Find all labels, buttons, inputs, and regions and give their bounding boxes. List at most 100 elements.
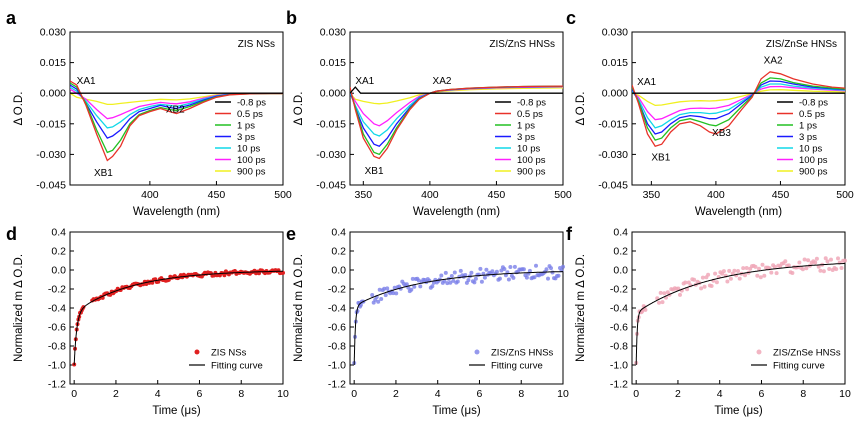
legend-entry: 10 ps	[799, 144, 822, 155]
y-tick-label: 0.4	[331, 227, 346, 239]
data-point	[772, 264, 777, 269]
data-point	[490, 269, 495, 274]
x-tick-label: 0	[633, 388, 639, 400]
y-tick-label: -1.2	[48, 379, 66, 391]
peak-annotation: XA2	[764, 56, 783, 67]
panel-letter: b	[286, 8, 297, 28]
panel-a: a 0.030 0.015 0.000 -0.015 -0.030 -0.045 400 450…	[6, 8, 292, 218]
data-point	[455, 279, 460, 284]
peak-annotation: XA1	[637, 77, 656, 88]
data-point	[383, 293, 388, 298]
panel-d: d 0.4 0.2 0.0 -0.2 -0.4 -0.6 -0.8 -1.0 -1.2 0 2 4 6 8 1…	[6, 224, 289, 417]
data-point	[472, 280, 477, 285]
y-tick-label: 0.2	[613, 246, 628, 258]
data-point	[385, 286, 390, 291]
peak-annotation: XB2	[166, 105, 185, 116]
y-tick-label: 0.015	[40, 57, 66, 69]
data-point	[452, 270, 457, 275]
y-tick-label: 0.0	[51, 265, 66, 277]
legend-entry: Fitting curve	[491, 361, 543, 372]
data-point	[512, 264, 517, 269]
data-point	[451, 278, 456, 283]
data-point	[821, 269, 826, 274]
data-point	[758, 275, 763, 280]
y-tick-label: 0.2	[331, 246, 346, 258]
y-tick-label: 0.000	[40, 88, 66, 100]
data-point	[376, 299, 381, 304]
data-point	[699, 286, 704, 291]
peak-annotation: XA1	[355, 76, 374, 87]
fit-curve	[635, 262, 846, 365]
data-point	[813, 260, 818, 265]
panel-letter: c	[566, 8, 576, 28]
legend-entry: 100 ps	[237, 155, 266, 166]
data-point	[544, 267, 549, 272]
data-point	[377, 287, 382, 292]
data-point	[430, 284, 435, 289]
data-point	[463, 273, 468, 277]
y-tick-label: -0.2	[48, 284, 66, 296]
series-line	[632, 85, 845, 121]
x-tick-label: 2	[675, 388, 681, 400]
data-point	[458, 268, 463, 273]
data-point	[727, 268, 732, 273]
fit-curve	[73, 270, 283, 365]
peak-annotation: XA2	[433, 76, 452, 87]
data-point	[391, 291, 396, 296]
y-tick-label: -0.045	[36, 180, 66, 192]
legend-entry: ZIS NSs	[211, 348, 247, 359]
y-tick-label: -0.4	[48, 303, 66, 315]
y-tick-label: -0.4	[610, 303, 628, 315]
data-point	[802, 257, 807, 262]
y-tick-label: -0.030	[316, 149, 346, 161]
data-point	[737, 276, 742, 281]
data-point	[804, 266, 809, 271]
legend-entry: 900 ps	[799, 167, 828, 178]
x-tick-label: 2	[393, 388, 399, 400]
data-point	[834, 267, 839, 272]
data-point	[484, 267, 489, 272]
data-point	[550, 270, 555, 275]
data-point	[683, 280, 688, 285]
legend-entry: -0.8 ps	[799, 98, 828, 109]
data-point	[728, 276, 733, 281]
data-point	[839, 266, 844, 270]
data-point	[479, 279, 484, 284]
data-point	[394, 291, 399, 296]
data-point	[743, 273, 747, 278]
data-point	[416, 278, 421, 283]
legend-entry: 3 ps	[799, 132, 817, 143]
x-tick-label: 500	[554, 189, 572, 201]
data-point	[499, 268, 504, 273]
data-point	[702, 284, 707, 289]
data-point	[829, 257, 833, 262]
x-tick-label: 10	[277, 388, 289, 400]
y-tick-label: -0.015	[316, 118, 346, 130]
data-point	[769, 270, 774, 275]
y-tick-label: -1.2	[610, 379, 628, 391]
peak-annotation: XB1	[365, 166, 384, 177]
data-point	[449, 274, 454, 278]
data-point	[713, 271, 718, 276]
y-axis-title: Δ O.D.	[575, 92, 587, 126]
x-axis-title: Time (μs)	[432, 405, 481, 417]
data-point	[521, 267, 526, 272]
data-point	[556, 273, 561, 278]
legend-entry: 900 ps	[237, 167, 266, 178]
data-point	[686, 280, 691, 285]
legend-marker	[474, 349, 480, 355]
y-tick-label: -0.4	[328, 303, 346, 315]
y-tick-label: 0.2	[51, 246, 66, 258]
x-tick-label: 0	[351, 388, 357, 400]
data-point	[774, 271, 779, 276]
series-line	[70, 80, 283, 162]
data-point	[786, 263, 791, 268]
y-axis-title: Δ O.D.	[293, 92, 305, 126]
x-tick-label: 400	[141, 189, 159, 201]
y-tick-label: 0.4	[613, 227, 628, 239]
legend-entry: 1 ps	[517, 121, 535, 132]
data-point	[783, 259, 788, 264]
y-tick-label: -0.8	[610, 341, 628, 353]
data-point	[404, 282, 409, 287]
y-tick-label: -0.8	[328, 341, 346, 353]
